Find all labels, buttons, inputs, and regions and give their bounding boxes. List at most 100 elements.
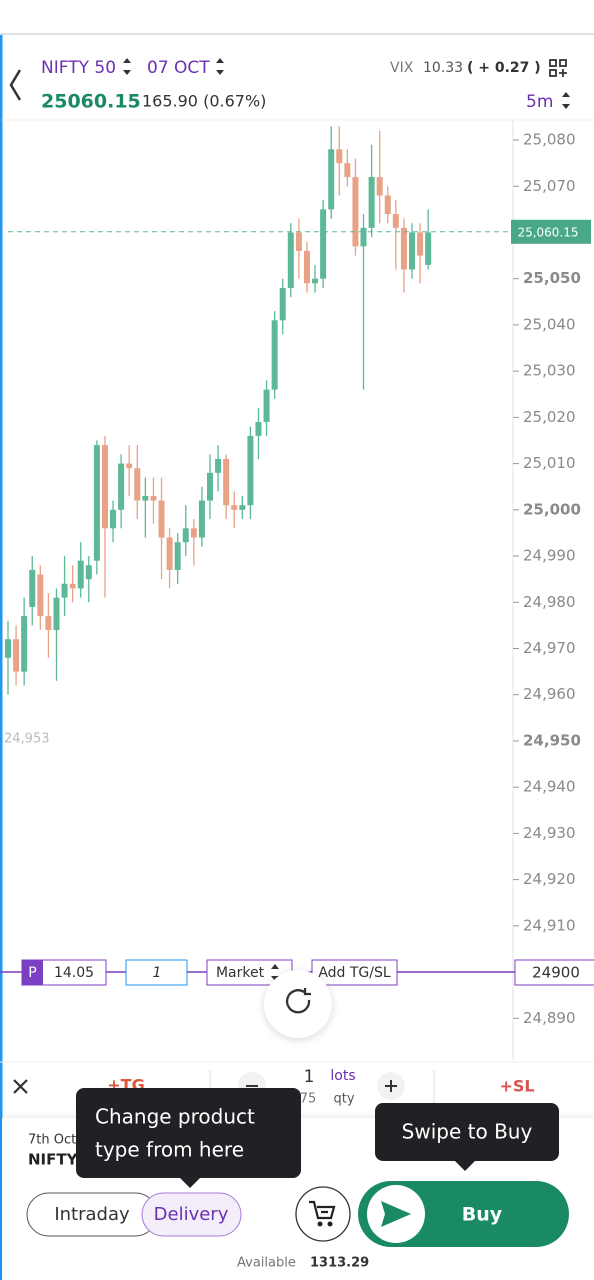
interval[interactable]: 5m bbox=[526, 92, 553, 112]
candle-body bbox=[21, 616, 28, 672]
tooltip-box bbox=[375, 1103, 559, 1161]
candle-body bbox=[384, 195, 391, 214]
available-label: Available bbox=[237, 1256, 296, 1271]
candle-body bbox=[110, 509, 117, 529]
y-tick-label: 24,920 bbox=[523, 870, 576, 888]
available-value: 1313.29 bbox=[310, 1256, 369, 1271]
candle-body bbox=[223, 458, 230, 506]
candle-body bbox=[271, 320, 278, 390]
qty: 1 bbox=[153, 965, 162, 981]
qty-input[interactable] bbox=[125, 959, 188, 986]
candle-body bbox=[279, 287, 286, 321]
ltp: 14.05 bbox=[54, 965, 94, 981]
buy-label: Buy bbox=[462, 1204, 503, 1226]
candle-body bbox=[190, 528, 197, 538]
y-tick-label: 25,000 bbox=[523, 500, 581, 518]
candle-body bbox=[360, 227, 367, 247]
candle-body bbox=[231, 505, 238, 510]
y-tick-label: 25,030 bbox=[523, 362, 576, 380]
back-button[interactable] bbox=[9, 69, 22, 101]
candle-body bbox=[409, 232, 415, 270]
order-price: 24900 bbox=[532, 964, 580, 982]
chart: 25,08025,07025,06025,05025,04025,03025,0… bbox=[4, 126, 591, 1027]
candle-body bbox=[61, 583, 68, 598]
y-tick-label: 24,960 bbox=[523, 685, 576, 703]
sort-icon bbox=[562, 92, 570, 109]
candle-body bbox=[126, 463, 133, 469]
basket-icon bbox=[317, 1221, 323, 1227]
tooltip-pointer bbox=[455, 1161, 475, 1171]
y-tick-label: 24,980 bbox=[523, 593, 576, 611]
basket-icon bbox=[327, 1221, 333, 1227]
refresh-button[interactable] bbox=[264, 970, 332, 1038]
y-tick-label: 25,040 bbox=[523, 315, 576, 333]
candle-body bbox=[352, 177, 359, 247]
candle-body bbox=[13, 639, 20, 672]
plus-icon bbox=[385, 1080, 397, 1092]
lots-label: lots bbox=[330, 1068, 355, 1084]
candle-body bbox=[400, 227, 407, 270]
candle-body bbox=[328, 149, 335, 210]
y-tick-label: 24,940 bbox=[523, 778, 576, 796]
close-button[interactable] bbox=[13, 1079, 28, 1094]
expiry[interactable]: 07 OCT bbox=[147, 58, 210, 78]
candle-body bbox=[425, 232, 432, 265]
y-tick-label: 24,970 bbox=[523, 639, 576, 657]
candle-body bbox=[85, 565, 92, 580]
candle-body bbox=[320, 209, 327, 279]
candle-body bbox=[166, 537, 173, 570]
candle-body bbox=[101, 445, 108, 529]
candle-body bbox=[336, 149, 343, 164]
y-tick-label: 25,020 bbox=[523, 408, 576, 426]
y-tick-label: 25,010 bbox=[523, 454, 576, 472]
add-tgsl[interactable] bbox=[311, 959, 398, 986]
send-icon bbox=[381, 1201, 411, 1227]
add-sl[interactable]: +SL bbox=[499, 1077, 534, 1096]
add-tgsl-label: Add TG/SL bbox=[318, 965, 391, 981]
y-tick-label: 24,990 bbox=[523, 547, 576, 565]
qty-value: 75 bbox=[300, 1092, 317, 1107]
product: P bbox=[28, 965, 36, 981]
candle-body bbox=[239, 505, 246, 510]
last-price-label: 25,060.15 bbox=[517, 225, 578, 239]
price: 25060.15 bbox=[41, 91, 141, 113]
candle-body bbox=[134, 468, 141, 501]
candle-body bbox=[287, 232, 294, 288]
tooltip-text: Swipe to Buy bbox=[402, 1120, 533, 1144]
sort-icon bbox=[123, 58, 131, 75]
order-price-box bbox=[514, 959, 594, 986]
candle-body bbox=[312, 278, 319, 284]
candle-body bbox=[303, 250, 310, 284]
candle-body bbox=[5, 639, 11, 658]
candle-body bbox=[295, 232, 302, 251]
sort-icon bbox=[216, 58, 224, 75]
last-price-box bbox=[511, 219, 591, 244]
product-box bbox=[22, 960, 43, 985]
candle-body bbox=[247, 435, 254, 506]
intraday-label: Intraday bbox=[54, 1204, 130, 1225]
tooltip-text: Change product bbox=[95, 1105, 255, 1129]
y-tick-label: 24,910 bbox=[523, 916, 576, 934]
candle-body bbox=[376, 177, 383, 196]
candle-body bbox=[53, 597, 60, 631]
order-type-label: Market bbox=[216, 965, 265, 981]
vix-label: VIX bbox=[390, 60, 414, 76]
y-tick-label: 25,070 bbox=[523, 177, 576, 195]
product-tooltip: Change product type from here bbox=[76, 1088, 301, 1188]
candle-body bbox=[77, 560, 84, 589]
basket-button[interactable] bbox=[295, 1186, 351, 1242]
tooltip-box bbox=[76, 1088, 301, 1178]
symbol[interactable]: NIFTY 50 bbox=[41, 58, 116, 78]
candle-body bbox=[255, 421, 262, 436]
tooltip-pointer bbox=[180, 1178, 200, 1188]
basket-icon bbox=[309, 1200, 336, 1220]
vix-change: ( + 0.27 ) bbox=[467, 60, 541, 76]
candle-body bbox=[150, 495, 157, 501]
layout-icon[interactable] bbox=[549, 59, 567, 77]
tooltip-text: type from here bbox=[95, 1138, 244, 1162]
delivery-button[interactable] bbox=[141, 1192, 242, 1237]
candle-body bbox=[182, 528, 189, 543]
candle-body bbox=[263, 389, 270, 422]
y-tick-label: 24,950 bbox=[523, 731, 581, 749]
candle-body bbox=[37, 574, 44, 617]
